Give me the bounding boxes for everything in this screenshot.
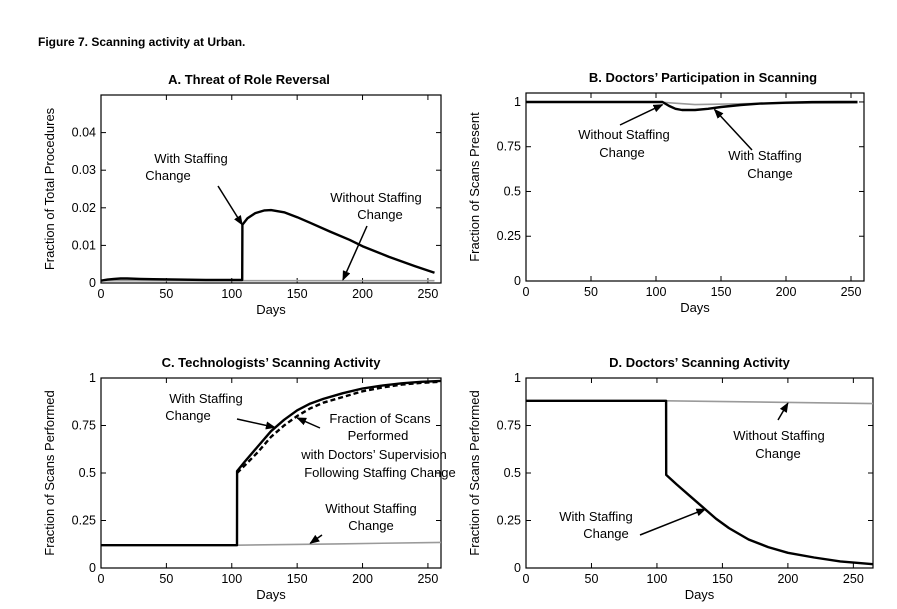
series-line-solid — [526, 399, 874, 566]
panel-a: A. Threat of Role Reversal 0 50 100 150 200 25… — [42, 72, 442, 317]
panel-title: A. Threat of Role Reversal — [168, 72, 330, 87]
y-tick-label: 0 — [514, 561, 521, 575]
x-tick-label: 100 — [221, 572, 242, 586]
y-axis-label: Fraction of Scans Present — [467, 112, 482, 262]
series-line-solid — [100, 208, 435, 282]
x-tick-label: 150 — [711, 285, 732, 299]
annotation-text: Fraction of Scans — [329, 411, 431, 426]
annotation-arrow — [217, 185, 243, 226]
annotation-text: With Staffing — [728, 148, 801, 163]
x-tick-label: 250 — [843, 572, 864, 586]
series-line-dashed — [236, 380, 442, 474]
x-tick-label: 100 — [221, 287, 242, 301]
annotation-arrow — [296, 417, 321, 429]
x-tick-label: 150 — [287, 287, 308, 301]
y-tick-label: 0.04 — [72, 126, 96, 140]
x-tick-label: 0 — [98, 572, 105, 586]
y-tick-label: 1 — [514, 95, 521, 109]
panel-title: B. Doctors’ Participation in Scanning — [589, 70, 817, 85]
annotation-text: Change — [145, 168, 191, 183]
x-tick-label: 200 — [777, 572, 798, 586]
series-line-solid — [526, 100, 858, 112]
annotation-text: Change — [165, 408, 211, 423]
annotation-text: With Staffing — [169, 391, 242, 406]
annotation-text: Without Staffing — [325, 501, 417, 516]
y-tick-label: 1 — [89, 371, 96, 385]
annotation-arrow — [342, 225, 368, 281]
x-tick-label: 50 — [584, 285, 598, 299]
panel-d: D. Doctors’ Scanning Activity 0 50 100 150 20… — [467, 355, 874, 602]
annotation-arrow — [619, 103, 664, 126]
y-tick-label: 0.5 — [504, 184, 521, 198]
annotation-text: Following Staffing Change — [304, 465, 456, 480]
annotation-text: Change — [583, 526, 629, 541]
y-tick-label: 0.25 — [72, 514, 96, 528]
x-tick-label: 100 — [646, 285, 667, 299]
y-tick-label: 0.75 — [497, 419, 521, 433]
y-tick-label: 0 — [89, 561, 96, 575]
panel-title: D. Doctors’ Scanning Activity — [609, 355, 791, 370]
x-tick-label: 50 — [585, 572, 599, 586]
y-tick-label: 0.25 — [497, 229, 521, 243]
x-tick-label: 50 — [159, 572, 173, 586]
y-tick-label: 0.5 — [79, 466, 96, 480]
y-axis-label: Fraction of Scans Performed — [42, 390, 57, 555]
annotation-text: Change — [599, 145, 645, 160]
x-tick-label: 200 — [776, 285, 797, 299]
x-tick-label: 0 — [98, 287, 105, 301]
x-tick-label: 0 — [523, 572, 530, 586]
panel-b: B. Doctors’ Participation in Scanning 0 50… — [467, 70, 865, 315]
annotation-text: Change — [348, 518, 394, 533]
x-tick-label: 200 — [352, 572, 373, 586]
x-axis-label: Days — [256, 302, 286, 317]
x-tick-label: 250 — [417, 572, 438, 586]
x-axis-label: Days — [256, 587, 286, 602]
y-tick-label: 0.01 — [72, 238, 96, 252]
x-tick-label: 0 — [523, 285, 530, 299]
x-tick-label: 150 — [287, 572, 308, 586]
y-tick-label: 0.75 — [497, 140, 521, 154]
panel-title: C. Technologists’ Scanning Activity — [162, 355, 382, 370]
y-tick-label: 0.75 — [72, 419, 96, 433]
plot-frame — [525, 92, 865, 282]
annotation-text: With Staffing — [559, 509, 632, 524]
y-tick-label: 1 — [514, 371, 521, 385]
annotation-arrow — [639, 508, 707, 536]
y-tick-label: 0.03 — [72, 163, 96, 177]
x-axis-label: Days — [685, 587, 715, 602]
x-tick-label: 200 — [352, 287, 373, 301]
y-tick-label: 0.25 — [497, 514, 521, 528]
annotation-text: with Doctors’ Supervision — [300, 447, 446, 462]
annotation-text: Without Staffing — [330, 190, 422, 205]
annotation-arrow — [713, 108, 753, 151]
annotation-text: Change — [357, 207, 403, 222]
annotation-arrow — [236, 418, 276, 430]
y-tick-label: 0 — [89, 276, 96, 290]
y-axis-label: Fraction of Scans Performed — [467, 390, 482, 555]
annotation-arrow — [309, 534, 323, 544]
x-tick-label: 50 — [159, 287, 173, 301]
annotation-text: Performed — [348, 428, 409, 443]
plot-frame — [100, 94, 442, 284]
y-axis-label: Fraction of Total Procedures — [42, 107, 57, 270]
annotation-text: With Staffing — [154, 151, 227, 166]
x-axis-label: Days — [680, 300, 710, 315]
y-tick-label: 0.02 — [72, 201, 96, 215]
annotation-text: Change — [747, 166, 793, 181]
x-tick-label: 250 — [417, 287, 438, 301]
y-tick-label: 0 — [514, 274, 521, 288]
annotation-text: Without Staffing — [578, 127, 670, 142]
figure-title: Figure 7. Scanning activity at Urban. — [38, 35, 246, 49]
series-line-solid — [101, 379, 442, 547]
x-tick-label: 100 — [647, 572, 668, 586]
plot-frame — [525, 377, 874, 569]
y-tick-label: 0.5 — [504, 466, 521, 480]
annotation-text: Change — [755, 446, 801, 461]
x-tick-label: 150 — [712, 572, 733, 586]
x-tick-label: 250 — [841, 285, 862, 299]
annotation-arrow — [777, 402, 789, 421]
annotation-text: Without Staffing — [733, 428, 825, 443]
